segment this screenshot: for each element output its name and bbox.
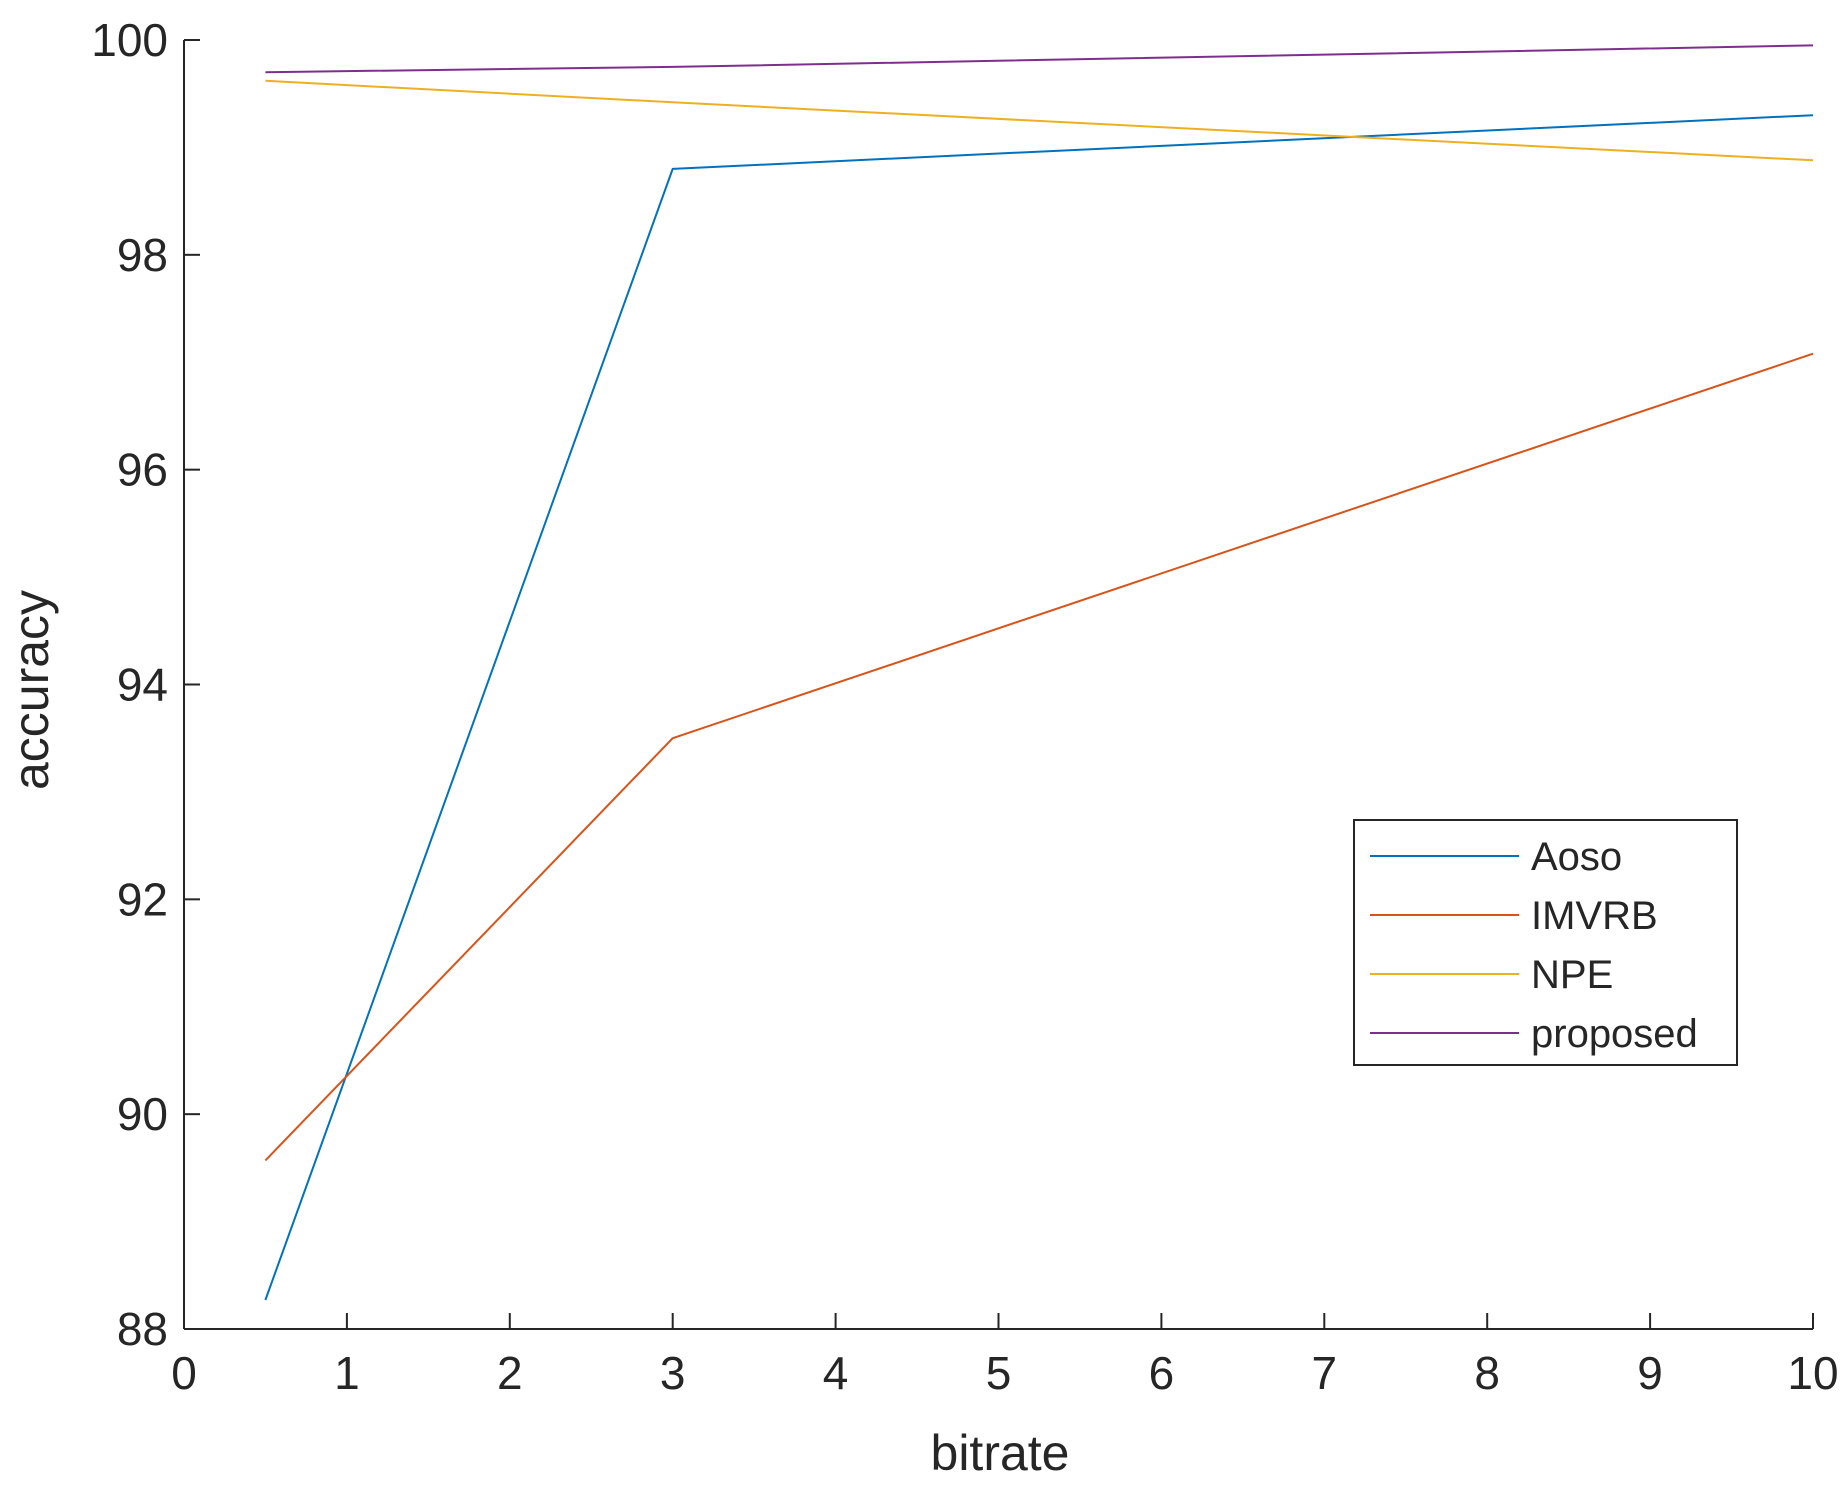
series-line-proposed	[265, 44, 1814, 74]
legend-label-imvrb: IMVRB	[1531, 894, 1658, 938]
tick-labels: 0 1 2 3 4 5 6 7 8 9 10 88 90 92 94 96 98 100	[91, 14, 1838, 1399]
axes	[183, 40, 1813, 1330]
x-axis-label: bitrate	[931, 1425, 1070, 1481]
series-line-aoso	[264, 114, 1814, 1301]
x-tick-label: 6	[1149, 1347, 1175, 1399]
x-tick-label: 10	[1787, 1347, 1838, 1399]
y-tick-label: 100	[91, 14, 168, 66]
x-tick-label: 8	[1474, 1347, 1500, 1399]
x-tick-label: 7	[1312, 1347, 1338, 1399]
y-axis-label: accuracy	[3, 590, 59, 790]
legend: Aoso IMVRB NPE proposed	[1353, 819, 1738, 1066]
legend-box	[1353, 819, 1738, 1066]
y-tick-label: 96	[117, 444, 168, 496]
y-tick-label: 88	[117, 1303, 168, 1355]
tick-marks	[183, 39, 1814, 1330]
series-line-npe	[265, 79, 1814, 162]
y-tick-label: 98	[117, 229, 168, 281]
y-tick-label: 94	[117, 659, 168, 711]
legend-label-proposed: proposed	[1531, 1012, 1698, 1056]
x-tick-label: 0	[171, 1347, 197, 1399]
x-tick-label: 3	[660, 1347, 686, 1399]
x-tick-label: 4	[823, 1347, 849, 1399]
x-tick-label: 1	[334, 1347, 360, 1399]
x-tick-label: 2	[497, 1347, 523, 1399]
series-layer	[264, 44, 1814, 1301]
y-tick-label: 92	[117, 873, 168, 925]
y-tick-label: 90	[117, 1088, 168, 1140]
x-tick-label: 9	[1637, 1347, 1663, 1399]
legend-label-npe: NPE	[1531, 953, 1613, 997]
series-line-imvrb	[264, 352, 1814, 1162]
x-tick-label: 5	[986, 1347, 1012, 1399]
legend-label-aoso: Aoso	[1531, 835, 1622, 879]
